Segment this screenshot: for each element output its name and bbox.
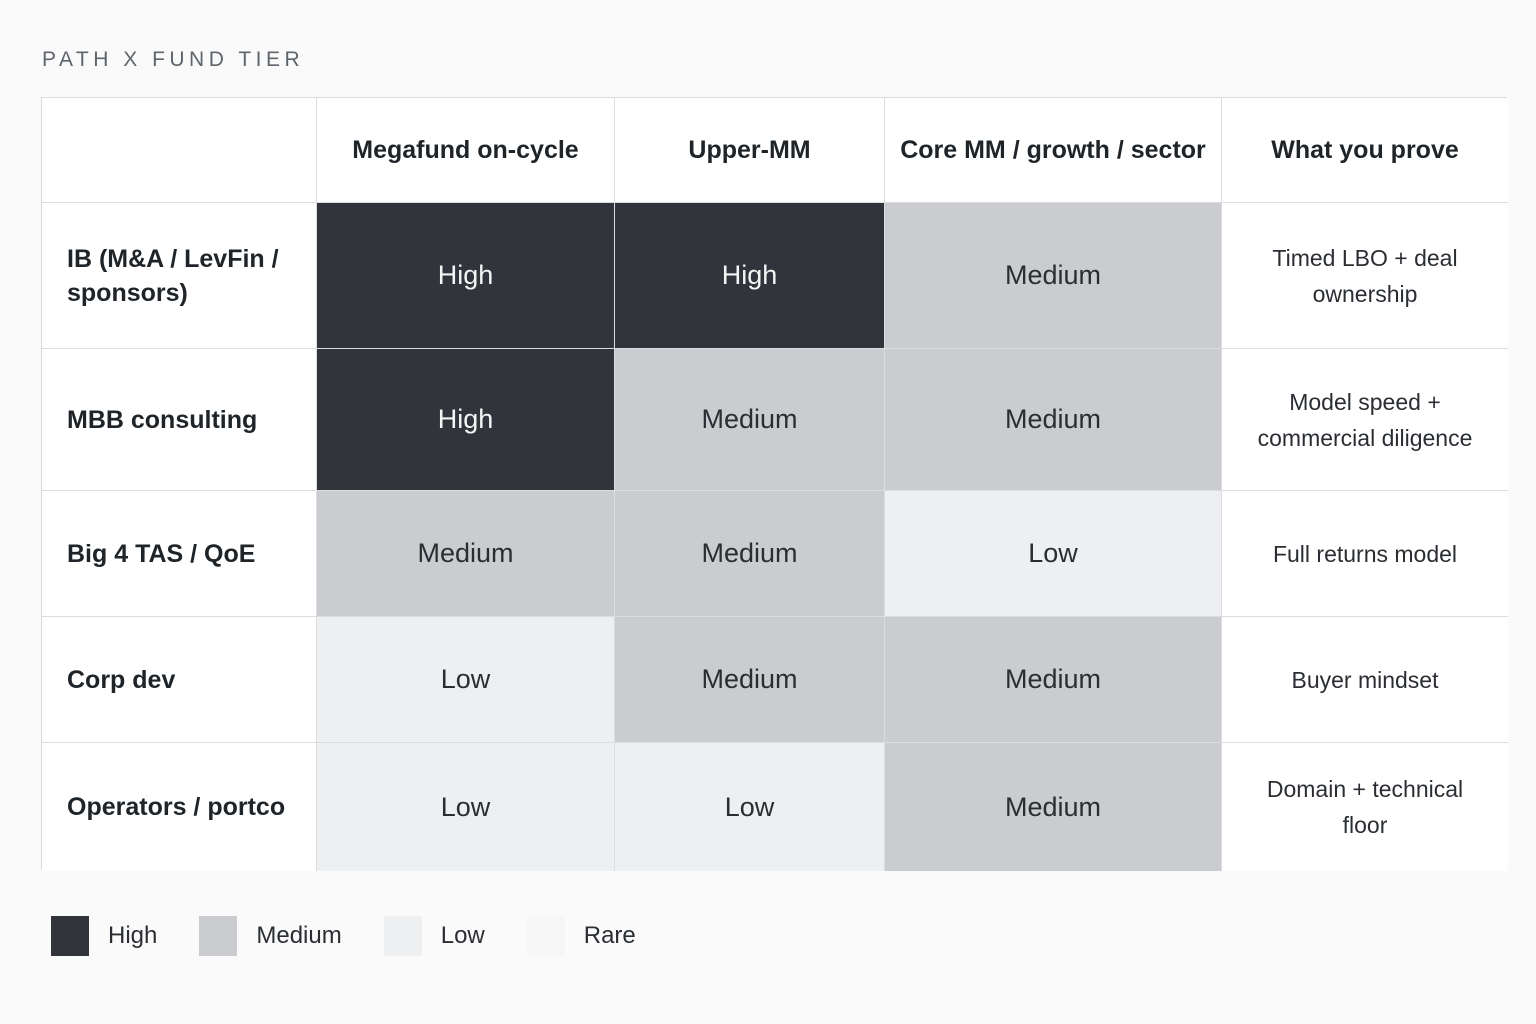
column-header: Megafund on-cycle	[317, 98, 615, 203]
heatmap-cell: High	[317, 349, 615, 491]
column-header: Core MM / growth / sector	[885, 98, 1222, 203]
legend-label: Medium	[256, 922, 342, 949]
column-header: Upper-MM	[615, 98, 885, 203]
what-you-prove-cell: Model speed + commercial diligence	[1222, 349, 1508, 491]
heatmap-cell: Medium	[885, 349, 1222, 491]
what-you-prove-cell: Full returns model	[1222, 491, 1508, 617]
heatmap-cell: Low	[317, 743, 615, 871]
legend-item: Low	[383, 916, 485, 956]
legend-item: High	[51, 916, 157, 956]
legend-swatch	[51, 916, 89, 956]
heatmap-cell: High	[317, 203, 615, 349]
legend-label: Rare	[583, 922, 636, 949]
what-you-prove-cell: Buyer mindset	[1222, 617, 1508, 743]
legend-swatch	[383, 916, 422, 956]
chart-title: PATH X FUND TIER	[42, 48, 305, 71]
heatmap-cell: Medium	[615, 349, 885, 491]
what-you-prove-cell: Timed LBO + deal ownership	[1222, 203, 1508, 349]
what-you-prove-cell: Domain + technical floor	[1222, 743, 1508, 871]
heatmap-table: Megafund on-cycle Upper-MM Core MM / growt…	[41, 97, 1508, 871]
column-header-what-you-prove: What you prove	[1222, 98, 1508, 203]
row-header: IB (M&A / LevFin / sponsors)	[42, 203, 317, 349]
row-header: Big 4 TAS / QoE	[42, 491, 317, 617]
row-header: Corp dev	[42, 617, 317, 743]
legend-item: Medium	[199, 916, 342, 956]
heatmap-cell: Medium	[615, 617, 885, 743]
heatmap-cell: Low	[317, 617, 615, 743]
legend-swatch	[526, 916, 565, 956]
corner-cell	[42, 98, 317, 203]
heatmap-cell: Medium	[885, 203, 1222, 349]
heatmap-cell: Medium	[317, 491, 615, 617]
legend: High Medium Low Rare	[51, 915, 678, 957]
heatmap-cell: Medium	[885, 617, 1222, 743]
row-header: MBB consulting	[42, 349, 317, 491]
legend-label: Low	[440, 922, 485, 949]
heatmap-cell: High	[615, 203, 885, 349]
row-header: Operators / portco	[42, 743, 317, 871]
heatmap-cell: Low	[885, 491, 1222, 617]
legend-swatch	[199, 916, 238, 956]
heatmap-cell: Medium	[615, 491, 885, 617]
heatmap-cell: Medium	[885, 743, 1222, 871]
legend-item: Rare	[526, 916, 636, 956]
legend-label: High	[108, 922, 158, 949]
heatmap-cell: Low	[615, 743, 885, 871]
